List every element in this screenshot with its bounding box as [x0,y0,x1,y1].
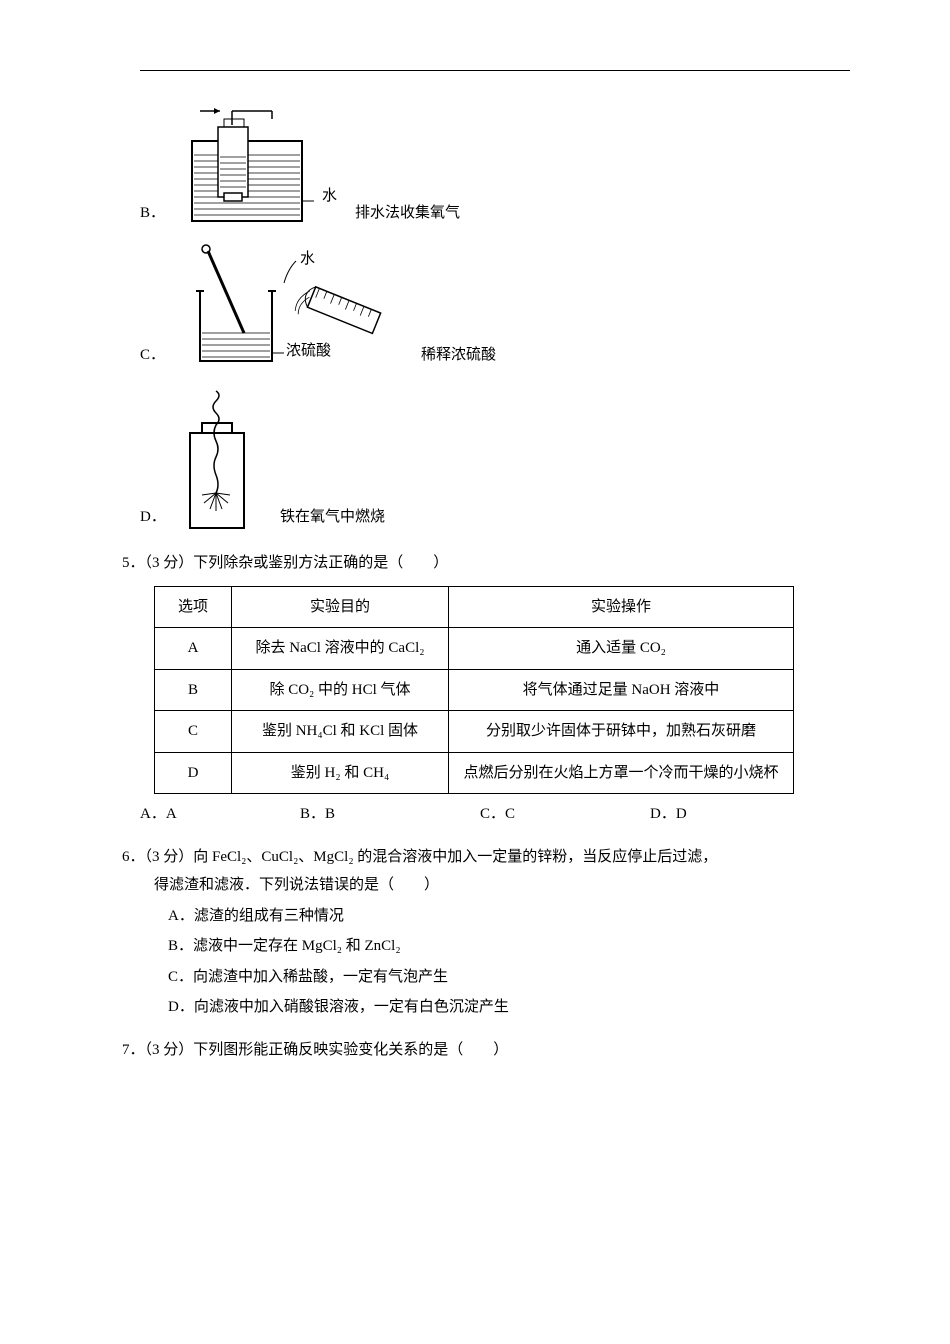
option-b-row: B． [140,101,850,231]
table-row: B 除 CO₂ 中的 HCl 气体 将气体通过足量 NaOH 溶液中 [155,669,794,711]
q5-th-opt: 选项 [155,586,232,628]
option-c-row: C． 水 [140,243,850,373]
table-row: D 鉴别 H₂ 和 CH₄ 点燃后分别在火焰上方罩一个冷而干燥的小烧杯 [155,752,794,794]
option-c-acid-label: 浓硫酸 [286,337,331,374]
q6-option-b: B．滤液中一定存在 MgCl₂ 和 ZnCl₂ [168,932,850,961]
option-d-caption: 铁在氧气中燃烧 [280,503,385,536]
iron-burn-diagram [172,385,262,535]
option-c-caption: 稀释浓硫酸 [421,341,496,374]
option-c-letter: C． [140,341,172,374]
q6-option-c: C．向滤渣中加入稀盐酸，一定有气泡产生 [168,963,850,992]
q6-option-a: A．滤渣的组成有三种情况 [168,902,850,931]
q7-stem: 7．（3 分）下列图形能正确反映实验变化关系的是（ ） [122,1036,850,1065]
q6-options: A．滤渣的组成有三种情况 B．滤液中一定存在 MgCl₂ 和 ZnCl₂ C．向… [168,902,850,1022]
q5-choice-c: C．C [480,800,650,829]
table-row: A 除去 NaCl 溶液中的 CaCl₂ 通入适量 CO₂ [155,628,794,670]
question-6: 6．（3 分）向 FeCl₂、CuCl₂、MgCl₂ 的混合溶液中加入一定量的锌… [140,843,850,1022]
table-row: C 鉴别 NH₄Cl 和 KCl 固体 分别取少许固体于研钵中，加熟石灰研磨 [155,711,794,753]
q5-table: 选项 实验目的 实验操作 A 除去 NaCl 溶液中的 CaCl₂ 通入适量 C… [154,586,794,795]
q5-choice-a: A．A [140,800,300,829]
q6-stem-line1: 6．（3 分）向 FeCl₂、CuCl₂、MgCl₂ 的混合溶液中加入一定量的锌… [122,843,850,872]
top-rule [140,70,850,71]
q5-choice-d: D．D [650,800,687,829]
q5-choice-b: B．B [300,800,480,829]
option-b-caption: 排水法收集氧气 [355,199,460,232]
svg-text:水: 水 [300,250,315,267]
option-b-water-label: 水 [322,182,337,211]
oxygen-collection-diagram [172,101,332,231]
q6-option-d: D．向滤液中加入硝酸银溶液，一定有白色沉淀产生 [168,993,850,1022]
q5-choices: A．A B．B C．C D．D [140,800,850,829]
question-7: 7．（3 分）下列图形能正确反映实验变化关系的是（ ） [140,1036,850,1065]
q5-th-op: 实验操作 [449,586,794,628]
option-d-row: D． 铁在氧气中燃烧 [140,385,850,535]
q5-th-aim: 实验目的 [232,586,449,628]
option-b-letter: B． [140,199,172,232]
q6-stem-line2: 得滤渣和滤液．下列说法错误的是（ ） [154,871,850,900]
option-d-letter: D． [140,503,172,536]
q5-stem: 5．（3 分）下列除杂或鉴别方法正确的是（ ） [122,549,850,578]
question-5: 5．（3 分）下列除杂或鉴别方法正确的是（ ） 选项 实验目的 实验操作 A 除… [140,549,850,829]
